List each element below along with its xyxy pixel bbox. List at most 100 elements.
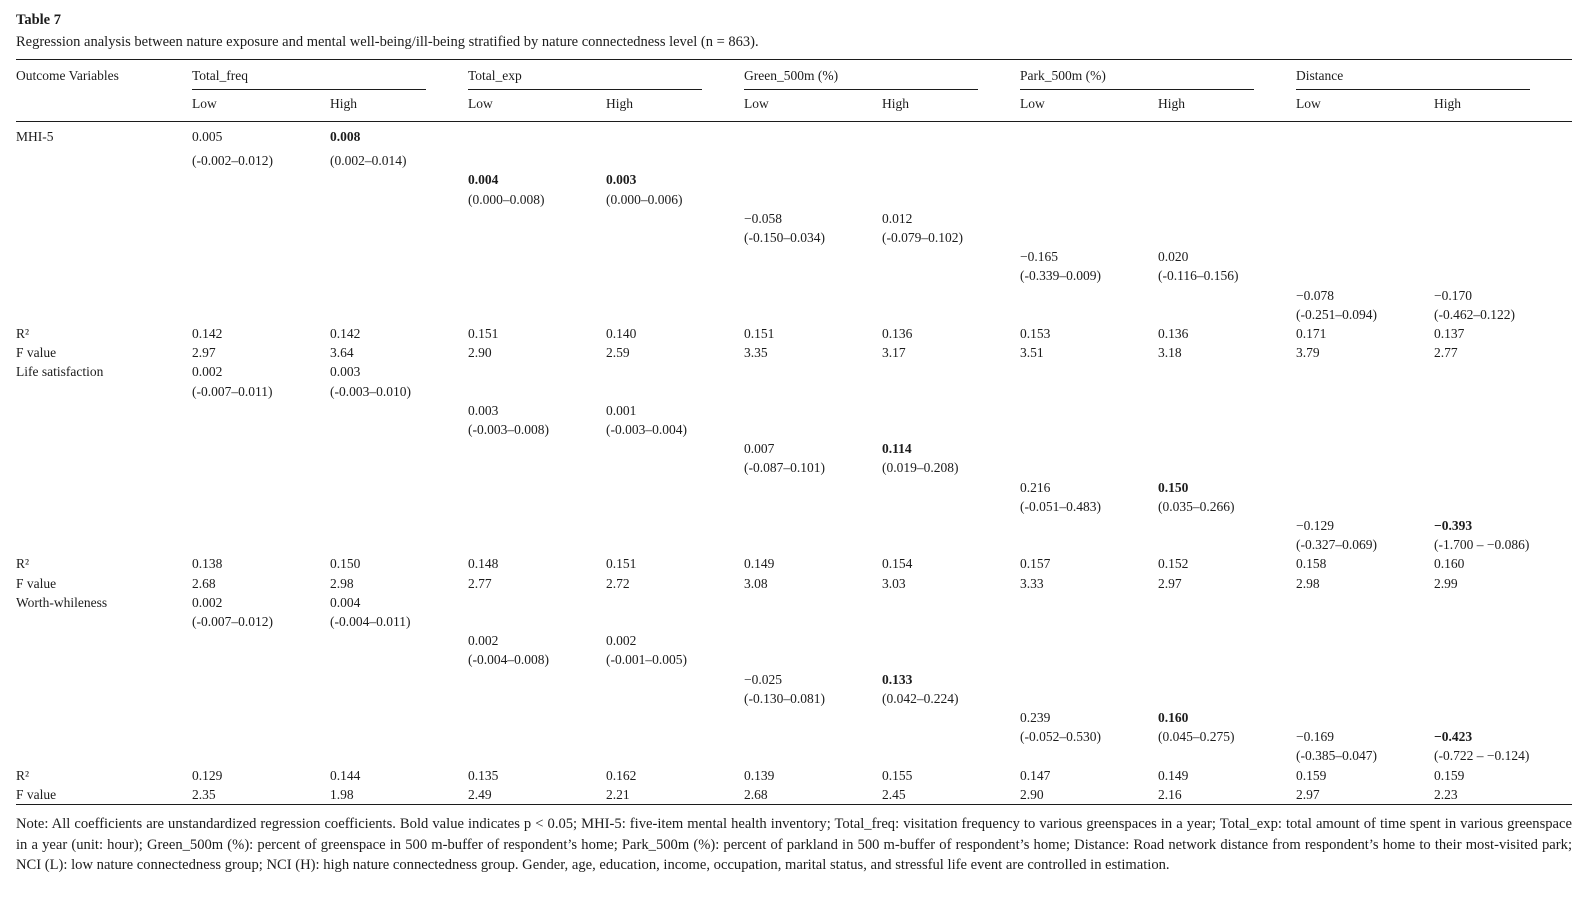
value-cell bbox=[468, 228, 606, 247]
value-cell: (-0.001–0.005) bbox=[606, 652, 687, 668]
value-cell: 2.77 bbox=[1434, 345, 1458, 361]
value-cell: 0.004 bbox=[330, 594, 361, 610]
value-cell bbox=[330, 266, 468, 285]
value-cell: 2.97 bbox=[1158, 575, 1182, 591]
value-cell bbox=[1296, 478, 1434, 497]
value-cell: 0.003 bbox=[468, 402, 499, 418]
value-cell bbox=[468, 439, 606, 458]
value-cell: 0.160 bbox=[1434, 556, 1465, 572]
value-cell: (-0.007–0.011) bbox=[192, 383, 273, 399]
subheader-total-freq-low: Low bbox=[192, 96, 217, 111]
value-cell bbox=[1434, 612, 1572, 631]
value-cell bbox=[882, 420, 1020, 439]
table-row: (-0.051–0.483) (0.035–0.266) bbox=[16, 497, 1572, 516]
value-cell bbox=[468, 593, 606, 612]
value-cell bbox=[882, 478, 1020, 497]
value-cell bbox=[1020, 535, 1158, 554]
value-cell: (0.035–0.266) bbox=[1158, 498, 1235, 514]
value-cell: −0.025 bbox=[744, 671, 783, 687]
value-cell bbox=[1296, 458, 1434, 477]
table-row: (-0.385–0.047) (-0.722 – −0.124) bbox=[16, 746, 1572, 765]
value-cell bbox=[1434, 401, 1572, 420]
row-label-cell: F value bbox=[16, 575, 57, 591]
value-cell bbox=[1020, 439, 1158, 458]
value-cell bbox=[1020, 458, 1158, 477]
value-cell bbox=[606, 121, 745, 152]
value-cell bbox=[1020, 612, 1158, 631]
value-cell bbox=[192, 420, 330, 439]
value-cell bbox=[192, 631, 330, 650]
value-cell bbox=[1434, 458, 1572, 477]
value-cell bbox=[606, 382, 744, 401]
value-cell: −0.078 bbox=[1296, 287, 1335, 303]
value-cell: (-0.007–0.012) bbox=[192, 614, 273, 630]
value-cell: −0.423 bbox=[1434, 729, 1473, 745]
value-cell: 0.137 bbox=[1434, 326, 1465, 342]
table-row: Worth-whileness 0.002 0.004 bbox=[16, 593, 1572, 612]
row-label-cell bbox=[16, 458, 192, 477]
value-cell bbox=[606, 535, 744, 554]
value-cell bbox=[1434, 121, 1573, 152]
value-cell bbox=[1158, 439, 1296, 458]
value-cell bbox=[1158, 420, 1296, 439]
value-cell: 0.004 bbox=[468, 172, 499, 188]
value-cell bbox=[1296, 228, 1434, 247]
table-row: 0.007 0.114 bbox=[16, 439, 1572, 458]
value-cell bbox=[330, 631, 468, 650]
value-cell bbox=[468, 727, 606, 746]
value-cell: (-0.130–0.081) bbox=[744, 690, 826, 706]
value-cell bbox=[606, 516, 744, 535]
table-body: MHI-5 0.005 0.008 (-0.002–0.012) (0.002–0.01… bbox=[16, 121, 1573, 805]
value-cell bbox=[1296, 439, 1434, 458]
value-cell bbox=[1434, 650, 1572, 669]
value-cell bbox=[468, 305, 606, 324]
value-cell: 0.140 bbox=[606, 326, 637, 342]
row-label-cell bbox=[16, 190, 192, 209]
value-cell: 0.008 bbox=[330, 121, 468, 152]
table-row: 0.239 0.160 bbox=[16, 708, 1572, 727]
column-group-label: Park_500m (%) bbox=[1020, 68, 1255, 90]
value-cell bbox=[1434, 439, 1572, 458]
value-cell: 3.51 bbox=[1020, 345, 1044, 361]
value-cell bbox=[1158, 516, 1296, 535]
value-cell bbox=[744, 612, 882, 631]
row-label-cell bbox=[16, 650, 192, 669]
value-cell: 0.138 bbox=[192, 556, 223, 572]
table-row: 0.216 0.150 bbox=[16, 478, 1572, 497]
value-cell bbox=[882, 305, 1020, 324]
value-cell bbox=[1020, 593, 1158, 612]
value-cell bbox=[1020, 650, 1158, 669]
value-cell: 0.147 bbox=[1020, 767, 1051, 783]
table-row: R² 0.138 0.150 0.148 0.151 0.149 0.154 0.157 0.1… bbox=[16, 554, 1572, 573]
subheader-green-500m-low: Low bbox=[744, 96, 769, 111]
value-cell bbox=[1434, 190, 1572, 209]
value-cell bbox=[1434, 478, 1572, 497]
value-cell bbox=[1158, 746, 1296, 765]
value-cell bbox=[882, 382, 1020, 401]
value-cell bbox=[192, 247, 330, 266]
value-cell: (-0.004–0.011) bbox=[330, 614, 411, 630]
value-cell: (0.019–0.208) bbox=[882, 460, 959, 476]
row-label-cell bbox=[16, 286, 192, 305]
value-cell bbox=[468, 121, 606, 152]
value-cell: (-0.462–0.122) bbox=[1434, 306, 1516, 322]
value-cell bbox=[330, 727, 468, 746]
value-cell bbox=[1434, 151, 1572, 170]
table-row: Life satisfaction 0.002 0.003 bbox=[16, 362, 1572, 381]
column-group-label: Distance bbox=[1296, 68, 1531, 90]
row-label-cell: Life satisfaction bbox=[16, 364, 104, 380]
value-cell: 0.151 bbox=[606, 556, 637, 572]
value-cell bbox=[330, 478, 468, 497]
value-cell bbox=[468, 689, 606, 708]
table-row: (-0.251–0.094) (-0.462–0.122) bbox=[16, 305, 1572, 324]
value-cell: 0.135 bbox=[468, 767, 499, 783]
value-cell bbox=[1296, 401, 1434, 420]
value-cell: 0.154 bbox=[882, 556, 913, 572]
subheader-park-500m-low: Low bbox=[1020, 96, 1045, 111]
regression-table: Outcome Variables Total_freq Total_exp G… bbox=[16, 59, 1573, 806]
value-cell bbox=[468, 362, 606, 381]
table-row: −0.129 −0.393 bbox=[16, 516, 1572, 535]
value-cell bbox=[1296, 650, 1434, 669]
value-cell bbox=[330, 190, 468, 209]
row-label-cell bbox=[16, 670, 192, 689]
